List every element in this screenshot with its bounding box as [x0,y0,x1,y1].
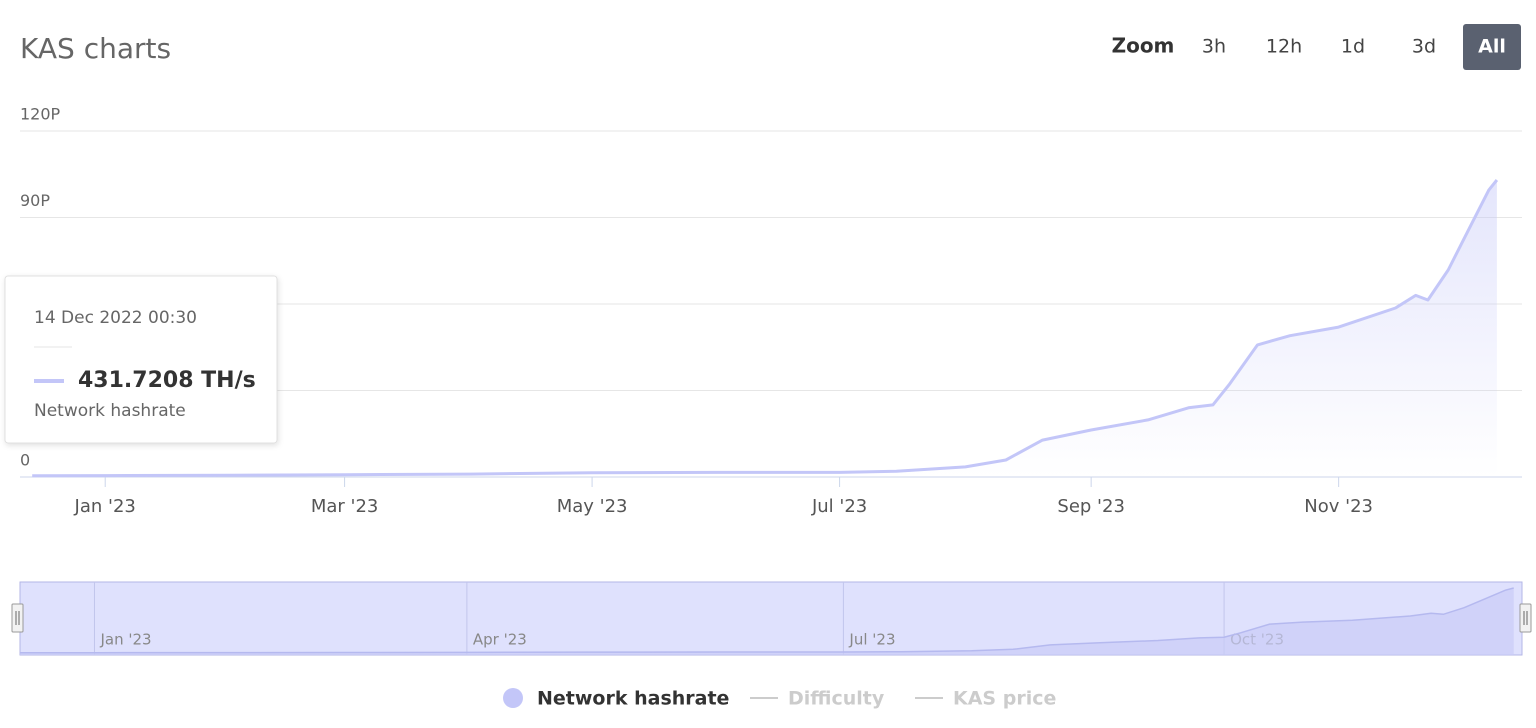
navigator-tick-label: Apr '23 [473,631,527,649]
zoom-button[interactable]: 12h [1266,36,1302,58]
tooltip-series: Network hashrate [34,401,186,421]
navigator-area [20,588,1514,655]
navigator-handle[interactable] [11,603,24,633]
tooltip-value: 431.7208 TH/s [78,368,256,393]
tooltip-date: 14 Dec 2022 00:30 [34,308,197,328]
zoom-button[interactable]: 1d [1341,36,1365,58]
legend-label[interactable]: Difficulty [788,688,885,710]
legend-label[interactable]: KAS price [953,688,1056,710]
plot-layer [20,179,1514,655]
zoom-label: Zoom [1112,34,1175,58]
navigator-line [20,587,1514,654]
zoom-button[interactable]: All [1478,36,1506,58]
x-tick-label: Jan '23 [74,496,136,517]
y-tick-label: 120P [20,105,61,124]
overlay-layer: Zoom 3h 12h 1d 3d All Network hashrate Difficul… [4,24,1532,710]
y-tick-label: 0 [20,451,30,470]
tooltip-box [4,275,278,444]
legend-label[interactable]: Network hashrate [537,688,729,710]
navigator-tick-label: Jul '23 [848,631,895,649]
chart-title: KAS charts [20,32,171,65]
zoom-button[interactable]: 3h [1202,36,1226,58]
navigator-handle[interactable] [1519,603,1532,633]
y-tick-label: 90P [20,191,50,210]
x-tick-label: Mar '23 [311,496,379,517]
legend-symbol[interactable] [503,688,523,708]
x-tick-label: Nov '23 [1304,496,1373,517]
zoom-button[interactable]: 3d [1412,36,1436,58]
x-tick-label: May '23 [557,496,628,517]
line [32,179,1499,478]
navigator-tick-label: Jan '23 [99,631,151,649]
x-tick-label: Jul '23 [811,496,867,517]
area [32,180,1497,477]
x-tick-label: Sep '23 [1057,496,1125,517]
zoom-button-bg[interactable] [1463,24,1521,70]
